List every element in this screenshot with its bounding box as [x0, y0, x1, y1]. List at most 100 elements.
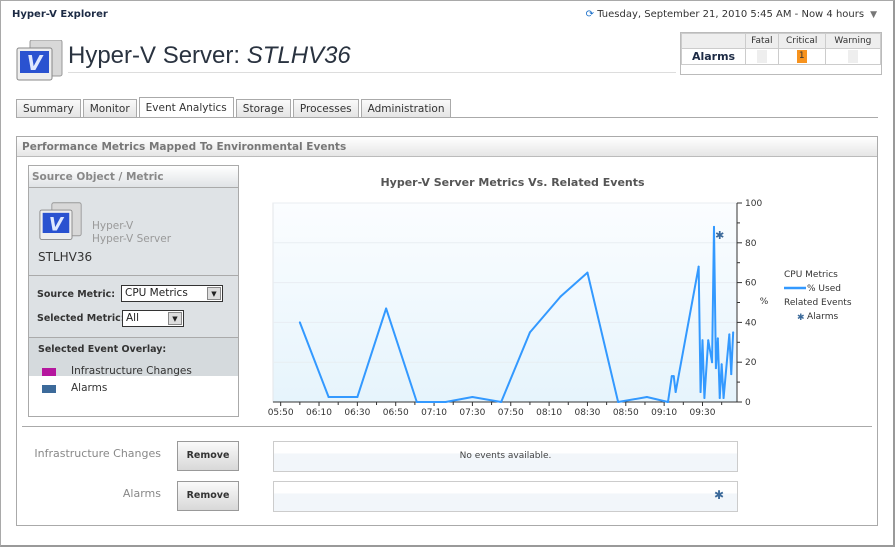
data-point — [707, 339, 710, 342]
x-tick-label: 06:30 — [344, 408, 370, 418]
data-point — [298, 321, 301, 324]
tab-administration[interactable]: Administration — [360, 99, 452, 118]
tab-divider — [16, 117, 878, 118]
panel-title: Performance Metrics Mapped To Environmen… — [17, 137, 877, 157]
y-tick-label: 100 — [745, 199, 762, 209]
fatal-count[interactable] — [756, 50, 767, 63]
metrics-chart: 0 20 40 60 80 100 05:50 06:10 06:30 06:50 07:10 07:… — [268, 199, 852, 418]
overlay-alarms[interactable]: Alarms — [71, 382, 108, 394]
alarm-event-marker[interactable]: ✱ — [714, 488, 725, 502]
data-point — [327, 396, 330, 399]
data-point — [699, 391, 702, 394]
plot-area — [272, 202, 738, 403]
source-metric-select[interactable]: CPU Metrics ▼ — [121, 285, 223, 302]
source-panel-title: Source Object / Metric — [29, 166, 238, 188]
data-point — [697, 265, 700, 268]
data-point — [471, 396, 474, 399]
selected-metric-label: Selected Metric: — [37, 313, 125, 324]
data-point — [500, 401, 503, 403]
tab-bar: Summary Monitor Event Analytics Storage … — [16, 97, 452, 118]
alarms-row-label: Alarms — [680, 48, 747, 65]
svg-text:V: V — [49, 214, 65, 235]
tab-event-analytics[interactable]: Event Analytics — [138, 97, 234, 118]
source-metric-label: Source Metric: — [37, 289, 116, 300]
x-tick-label: 09:30 — [690, 408, 716, 418]
data-point — [670, 375, 673, 378]
source-object-panel: Source Object / Metric V Hyper-V Hyper-V… — [28, 165, 239, 417]
y-axis-label: % — [760, 297, 769, 307]
source-object: V Hyper-V Hyper-V Server STLHV36 — [29, 188, 238, 276]
chart-title: Hyper-V Server Metrics Vs. Related Event… — [380, 176, 645, 189]
critical-count[interactable]: 1 — [796, 50, 807, 63]
event-row-label: Alarms — [122, 487, 161, 500]
data-point — [703, 397, 706, 400]
data-point — [718, 397, 721, 400]
x-tick-label: 08:10 — [536, 408, 562, 418]
object-type: Hyper-V — [92, 220, 134, 232]
data-point — [722, 397, 725, 400]
time-range-selector[interactable]: ⟳ Tuesday, September 21, 2010 5:45 AM - … — [586, 9, 877, 20]
event-row-label: Infrastructure Changes — [34, 447, 161, 460]
data-point — [720, 363, 723, 366]
x-tick-label: 08:30 — [574, 408, 600, 418]
app-title: Hyper-V Explorer — [12, 9, 108, 20]
col-warning: Warning — [824, 33, 882, 49]
x-tick-label: 07:10 — [421, 408, 447, 418]
object-subtype: Hyper-V Server — [92, 233, 172, 245]
x-tick-label: 06:10 — [306, 408, 332, 418]
data-point — [559, 295, 562, 298]
tab-storage[interactable]: Storage — [235, 99, 291, 118]
data-point — [716, 337, 719, 340]
hyper-v-server-icon: V — [39, 202, 82, 240]
x-tick-label: 06:50 — [383, 408, 409, 418]
selected-metric-value: All — [126, 312, 140, 324]
alarm-marker: ✱ — [715, 229, 724, 242]
alarm-summary-table: Fatal Critical Warning Alarms 1 — [680, 32, 882, 75]
remove-alarms-button[interactable]: Remove — [177, 481, 239, 511]
data-point — [714, 367, 717, 370]
data-point — [701, 339, 704, 342]
legend-group-related-events: Related Events — [784, 298, 852, 308]
data-point — [674, 391, 677, 394]
remove-infrastructure-changes-button[interactable]: Remove — [177, 441, 239, 471]
warning-count[interactable] — [847, 50, 858, 63]
data-point — [730, 373, 733, 376]
overlay-label: Selected Event Overlay: — [38, 344, 167, 355]
chevron-down-icon[interactable]: ▼ — [168, 312, 182, 325]
object-name: STLHV36 — [38, 250, 93, 264]
legend-asterisk-icon: ✱ — [797, 313, 805, 323]
data-point — [672, 375, 675, 378]
x-tick-label: 05:50 — [268, 408, 294, 418]
legend-group-cpu-metrics: CPU Metrics — [784, 270, 838, 280]
data-point — [728, 333, 731, 336]
x-tick-label: 08:50 — [613, 408, 639, 418]
data-point — [732, 331, 735, 334]
tab-summary[interactable]: Summary — [16, 99, 81, 118]
source-metric-value: CPU Metrics — [125, 287, 188, 299]
data-point — [356, 396, 359, 399]
overlay-infrastructure-changes[interactable]: Infrastructure Changes — [71, 365, 192, 377]
data-point — [385, 307, 388, 310]
tab-monitor[interactable]: Monitor — [82, 99, 137, 118]
data-point — [711, 361, 714, 364]
chevron-down-icon[interactable]: ▼ — [207, 287, 221, 300]
chevron-down-icon[interactable]: ▼ — [870, 10, 877, 20]
y-tick-label: 20 — [745, 358, 757, 368]
event-overlay-section: Selected Event Overlay: — [29, 338, 238, 376]
y-tick-label: 80 — [745, 239, 757, 249]
data-point — [666, 401, 669, 403]
metric-controls: Source Metric: CPU Metrics ▼ Selected Met… — [29, 276, 238, 338]
page-title: Hyper-V Server: STLHV36 — [68, 42, 351, 70]
data-point — [645, 396, 648, 399]
y-tick-label: 60 — [745, 279, 757, 289]
data-point — [528, 331, 531, 334]
infrastructure-changes-swatch — [42, 368, 56, 376]
alarms-swatch — [42, 385, 56, 393]
x-tick-label: 07:30 — [459, 408, 485, 418]
selected-metric-select[interactable]: All ▼ — [122, 310, 184, 327]
data-point — [617, 401, 620, 403]
tab-processes[interactable]: Processes — [292, 99, 359, 118]
divider — [22, 426, 872, 427]
data-point — [444, 401, 447, 403]
data-point — [415, 401, 418, 403]
